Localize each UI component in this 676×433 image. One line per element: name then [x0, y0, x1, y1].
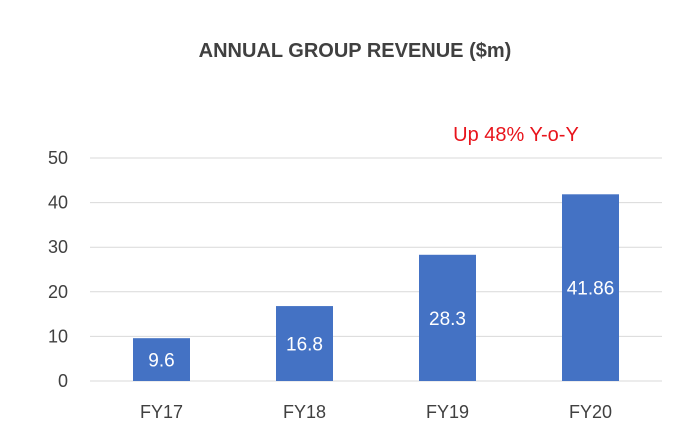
x-category-label: FY18 [283, 402, 326, 422]
y-tick-label: 50 [48, 148, 68, 168]
x-axis-categories: FY17 FY18 FY19 FY20 [140, 402, 612, 422]
bar-value-label: 16.8 [286, 335, 323, 356]
bar-value-label: 9.6 [148, 351, 174, 372]
x-category-label: FY20 [569, 402, 612, 422]
bar-value-label: 28.3 [429, 309, 466, 330]
bar-value-label: 41.86 [567, 279, 615, 300]
y-tick-label: 20 [48, 282, 68, 302]
x-category-label: FY19 [426, 402, 469, 422]
y-tick-label: 0 [58, 371, 68, 391]
chart-title: ANNUAL GROUP REVENUE ($m) [199, 40, 512, 62]
bar-fy19 [419, 254, 476, 381]
bar-fy20 [562, 194, 619, 381]
y-tick-label: 40 [48, 193, 68, 213]
y-axis-ticks: 0 10 20 30 40 50 [48, 148, 68, 391]
y-tick-label: 30 [48, 237, 68, 257]
bars: 9.6 16.8 28.3 41.86 [133, 194, 619, 381]
bar-fy18 [276, 306, 333, 381]
y-tick-label: 10 [48, 326, 68, 346]
growth-annotation: Up 48% Y-o-Y [453, 124, 579, 146]
x-category-label: FY17 [140, 402, 183, 422]
bar-fy17 [133, 338, 190, 381]
